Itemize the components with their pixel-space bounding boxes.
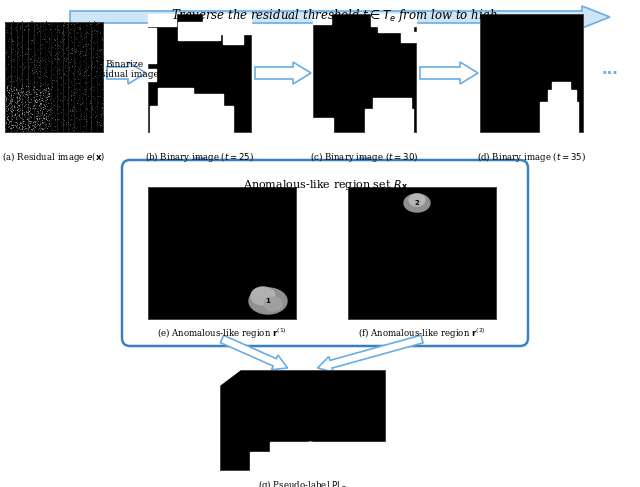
Polygon shape [420, 62, 478, 84]
Text: Anomalous-like region set $R_{\mathbf{x}}$: Anomalous-like region set $R_{\mathbf{x}… [243, 178, 408, 192]
Bar [148, 14, 251, 132]
FancyBboxPatch shape [122, 160, 528, 346]
Ellipse shape [264, 297, 282, 311]
Text: (a) Residual image $e(\mathbf{x})$: (a) Residual image $e(\mathbf{x})$ [3, 150, 106, 164]
Bar [203, 14, 251, 30]
Bar [228, 20, 243, 34]
Bar [348, 187, 496, 319]
Bar [373, 98, 411, 112]
Text: (c) Binary image ($t = 30$): (c) Binary image ($t = 30$) [310, 150, 419, 164]
Bar [148, 187, 296, 319]
Polygon shape [220, 370, 240, 385]
Text: Binarize
residual image: Binarize residual image [91, 60, 159, 79]
Bar [540, 102, 578, 132]
Bar [371, 14, 416, 26]
Bar [313, 118, 333, 132]
Bar [548, 90, 576, 106]
Polygon shape [189, 158, 209, 183]
Polygon shape [275, 442, 385, 470]
Bar [223, 32, 243, 44]
Text: ···: ··· [602, 65, 618, 80]
Bar [480, 14, 583, 132]
Bar [158, 88, 193, 106]
Text: (f) Anomalous-like region $\mathbf{r}^{(2)}$: (f) Anomalous-like region $\mathbf{r}^{(… [358, 327, 486, 341]
Bar [188, 26, 251, 34]
Text: 2: 2 [415, 200, 419, 206]
Bar [250, 452, 385, 470]
Bar [150, 106, 233, 132]
Bar [552, 82, 570, 94]
Ellipse shape [404, 194, 430, 212]
Bar [148, 14, 176, 26]
Text: (d) Binary image ($t = 35$): (d) Binary image ($t = 35$) [477, 150, 586, 164]
Polygon shape [107, 62, 146, 84]
Bar [313, 14, 416, 132]
Bar [365, 109, 413, 132]
Polygon shape [317, 335, 423, 372]
Bar [148, 69, 156, 81]
Text: (b) Binary image ($t = 25$): (b) Binary image ($t = 25$) [145, 150, 254, 164]
Text: (g) Pseudo-label $\mathrm{PL}_{\mathbf{x}}$: (g) Pseudo-label $\mathrm{PL}_{\mathbf{x… [258, 478, 348, 487]
Bar [401, 32, 416, 42]
Bar [313, 14, 331, 24]
Polygon shape [255, 62, 311, 84]
Text: (e) Anomalous-like region $\mathbf{r}^{(1)}$: (e) Anomalous-like region $\mathbf{r}^{(… [157, 327, 287, 341]
Ellipse shape [249, 288, 287, 314]
Bar [168, 94, 223, 116]
Bar [270, 442, 385, 470]
Text: Traverse the residual threshold $t \in T_e$ from low to high: Traverse the residual threshold $t \in T… [172, 7, 499, 24]
Polygon shape [355, 158, 374, 183]
Polygon shape [70, 6, 610, 28]
Bar [148, 28, 156, 63]
Text: 1: 1 [266, 298, 271, 304]
Bar [220, 370, 385, 470]
Bar [5, 22, 103, 132]
Ellipse shape [251, 287, 275, 305]
Bar [178, 22, 220, 40]
Ellipse shape [409, 194, 425, 206]
Bar [378, 22, 413, 32]
Polygon shape [220, 336, 287, 370]
